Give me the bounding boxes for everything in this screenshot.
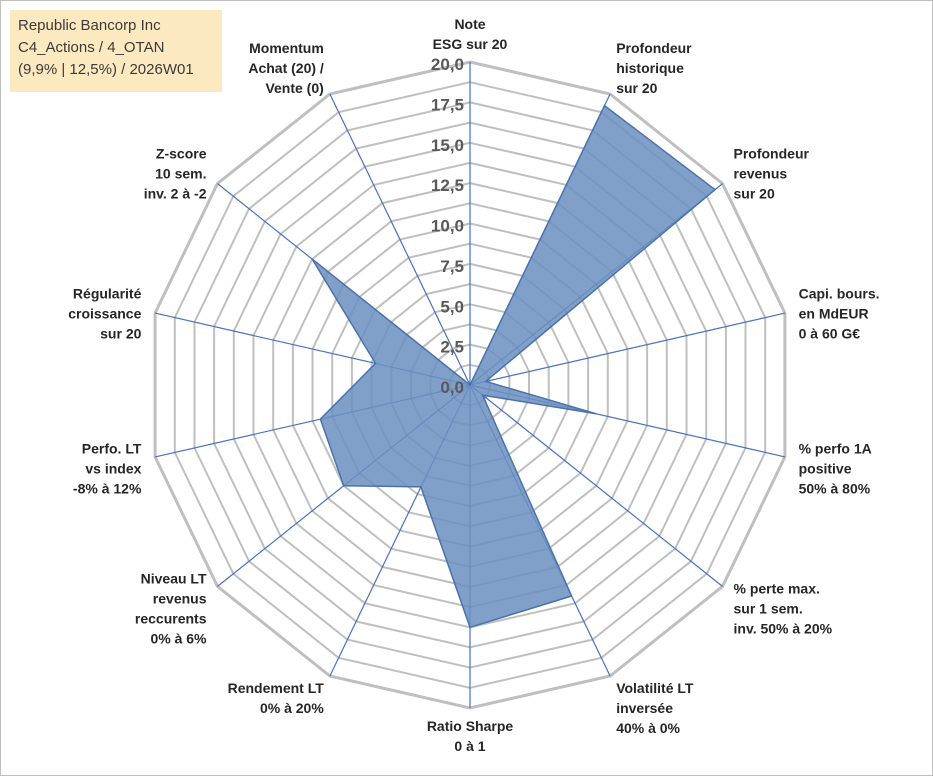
radar-series bbox=[311, 104, 717, 629]
radial-tick-label: 10,0 bbox=[431, 217, 464, 236]
radar-spoke bbox=[329, 93, 471, 386]
axis-label: Profondeur historique sur 20 bbox=[616, 40, 692, 96]
axis-label: Rendement LT 0% à 20% bbox=[228, 680, 325, 716]
radial-tick-label: 2,5 bbox=[440, 338, 464, 357]
axis-label: Z-score 10 sem. inv. 2 à -2 bbox=[144, 145, 207, 201]
info-category: C4_Actions / 4_OTAN bbox=[18, 39, 165, 56]
radial-tick-label: 7,5 bbox=[440, 257, 464, 276]
radial-tick-label: 0,0 bbox=[440, 378, 464, 397]
axis-label: Capi. bours. en MdEUR 0 à 60 G€ bbox=[799, 285, 880, 341]
radar-spoke bbox=[469, 384, 723, 587]
axis-label: % perfo 1A positive 50% à 80% bbox=[799, 441, 872, 497]
radial-tick-label: 12,5 bbox=[431, 176, 464, 195]
axis-label: Profondeur revenus sur 20 bbox=[734, 145, 810, 201]
series-area bbox=[311, 104, 717, 629]
axis-label: Régularité croissance sur 20 bbox=[68, 285, 141, 341]
radar-spoke bbox=[469, 312, 786, 386]
radial-tick-label: 20,0 bbox=[431, 55, 464, 74]
axis-label: % perte max. sur 1 sem. inv. 50% à 20% bbox=[734, 581, 833, 637]
axis-label: Momentum Achat (20) / Vente (0) bbox=[248, 40, 324, 96]
axis-label: Niveau LT revenus reccurents 0% à 6% bbox=[135, 571, 207, 647]
radial-tick-label: 17,5 bbox=[431, 95, 464, 114]
info-company-name: Republic Bancorp Inc bbox=[18, 17, 161, 34]
axis-label: Volatilité LT inversée 40% à 0% bbox=[616, 680, 694, 736]
radial-tick-label: 15,0 bbox=[431, 136, 464, 155]
info-box: Republic Bancorp Inc C4_Actions / 4_OTAN… bbox=[10, 10, 222, 92]
radial-tick-labels: 0,0 2,5 5,0 7,5 10,0 12,5 15,0 17,5 20,0 bbox=[431, 55, 464, 397]
info-period: (9,9% | 12,5%) / 2026W01 bbox=[18, 61, 194, 78]
axis-label: Ratio Sharpe 0 à 1 bbox=[427, 718, 514, 754]
axis-label: Perfo. LT vs index -8% à 12% bbox=[73, 441, 142, 497]
axis-label: Note ESG sur 20 bbox=[433, 16, 508, 52]
axis-labels: Note ESG sur 20 Profondeur historique sur 20… bbox=[68, 16, 879, 754]
radial-tick-label: 5,0 bbox=[440, 297, 464, 316]
